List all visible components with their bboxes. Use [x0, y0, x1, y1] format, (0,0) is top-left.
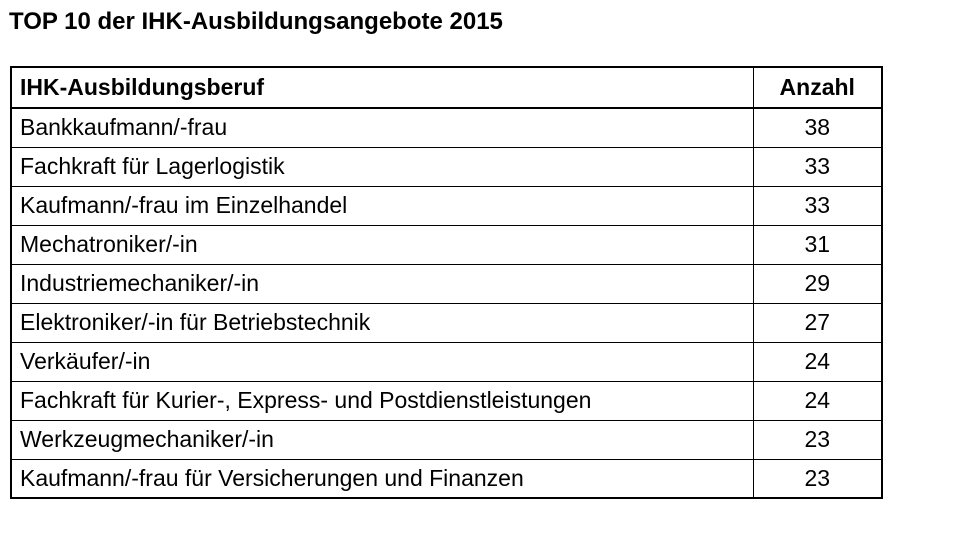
anzahl-cell: 31: [752, 224, 883, 265]
table-row: Kaufmann/-frau im Einzelhandel 33: [10, 185, 883, 226]
anzahl-cell: 33: [752, 185, 883, 226]
beruf-cell: Industriemechaniker/-in: [10, 263, 754, 304]
table-row: Kaufmann/-frau für Versicherungen und Fi…: [10, 458, 883, 499]
top10-ausbildung-table: IHK-Ausbildungsberuf Anzahl Bankkaufmann…: [10, 66, 883, 499]
anzahl-cell: 24: [752, 341, 883, 382]
beruf-cell: Werkzeugmechaniker/-in: [10, 419, 754, 460]
page-title: TOP 10 der IHK-Ausbildungsangebote 2015: [9, 8, 503, 35]
table-header-row: IHK-Ausbildungsberuf Anzahl: [10, 66, 883, 109]
table-row: Verkäufer/-in 24: [10, 341, 883, 382]
anzahl-cell: 23: [752, 419, 883, 460]
table-row: Elektroniker/-in für Betriebstechnik 27: [10, 302, 883, 343]
anzahl-cell: 27: [752, 302, 883, 343]
table-row: Fachkraft für Kurier-, Express- und Post…: [10, 380, 883, 421]
table-row: Fachkraft für Lagerlogistik 33: [10, 146, 883, 187]
table-row: Bankkaufmann/-frau 38: [10, 107, 883, 148]
table-row: Werkzeugmechaniker/-in 23: [10, 419, 883, 460]
beruf-cell: Elektroniker/-in für Betriebstechnik: [10, 302, 754, 343]
beruf-cell: Fachkraft für Lagerlogistik: [10, 146, 754, 187]
anzahl-cell: 38: [752, 107, 883, 148]
beruf-cell: Mechatroniker/-in: [10, 224, 754, 265]
anzahl-cell: 29: [752, 263, 883, 304]
column-header-beruf: IHK-Ausbildungsberuf: [10, 66, 754, 109]
table-row: Mechatroniker/-in 31: [10, 224, 883, 265]
beruf-cell: Verkäufer/-in: [10, 341, 754, 382]
beruf-cell: Kaufmann/-frau im Einzelhandel: [10, 185, 754, 226]
column-header-anzahl: Anzahl: [752, 66, 883, 109]
anzahl-cell: 23: [752, 458, 883, 499]
anzahl-cell: 24: [752, 380, 883, 421]
table-row: Industriemechaniker/-in 29: [10, 263, 883, 304]
beruf-cell: Fachkraft für Kurier-, Express- und Post…: [10, 380, 754, 421]
beruf-cell: Bankkaufmann/-frau: [10, 107, 754, 148]
anzahl-cell: 33: [752, 146, 883, 187]
beruf-cell: Kaufmann/-frau für Versicherungen und Fi…: [10, 458, 754, 499]
